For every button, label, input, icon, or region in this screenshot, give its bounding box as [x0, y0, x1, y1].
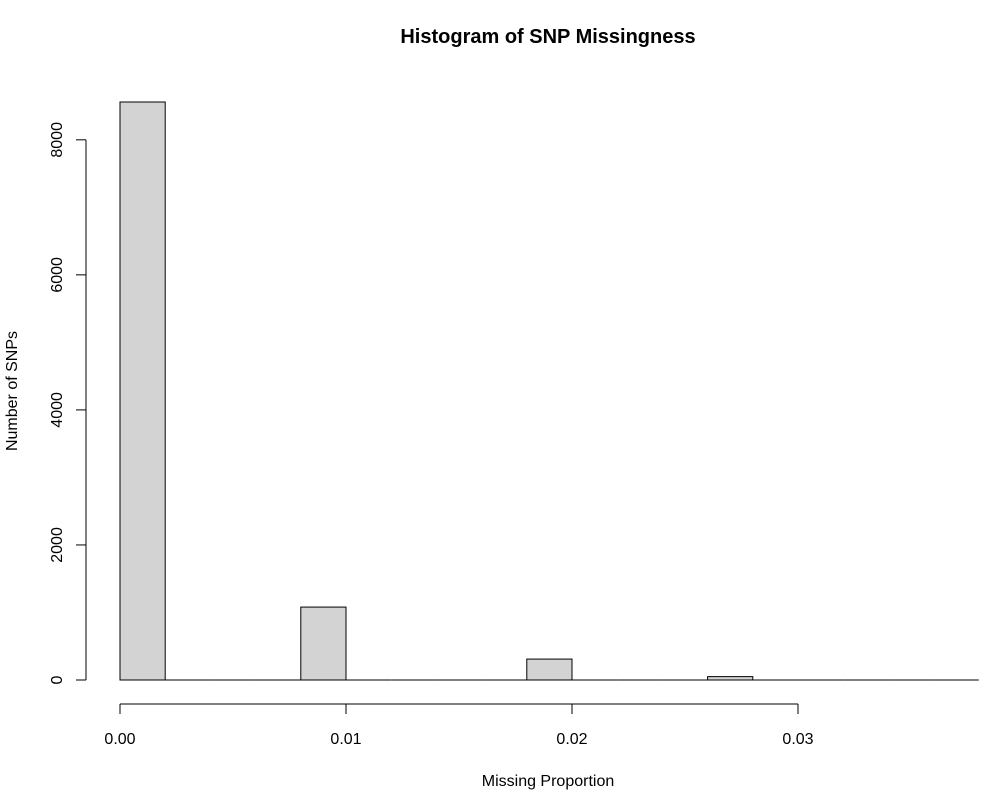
x-tick-label-0: 0.00 [104, 731, 135, 748]
y-tick-label-3: 6000 [49, 257, 66, 293]
x-tick-label-3: 0.03 [782, 731, 813, 748]
x-axis-label: Missing Proportion [482, 773, 615, 790]
x-tick-label-2: 0.02 [556, 731, 587, 748]
histogram-bar-0 [119, 101, 166, 681]
histogram-bar-9 [526, 658, 573, 681]
chart-title: Histogram of SNP Missingness [400, 26, 695, 48]
y-tick-label-2: 4000 [49, 392, 66, 428]
histogram-bar-4 [300, 606, 347, 681]
y-tick-label-4: 8000 [49, 122, 66, 158]
histogram-bar-13 [707, 676, 754, 681]
bars-group [119, 101, 979, 681]
y-tick-label-0: 0 [49, 675, 66, 684]
y-axis-label: Number of SNPs [4, 331, 21, 451]
x-axis: 0.00 0.01 0.02 0.03 [104, 703, 814, 748]
x-tick-label-1: 0.01 [330, 731, 361, 748]
y-axis: 0 2000 4000 6000 8000 [49, 122, 87, 684]
y-tick-label-1: 2000 [49, 527, 66, 563]
